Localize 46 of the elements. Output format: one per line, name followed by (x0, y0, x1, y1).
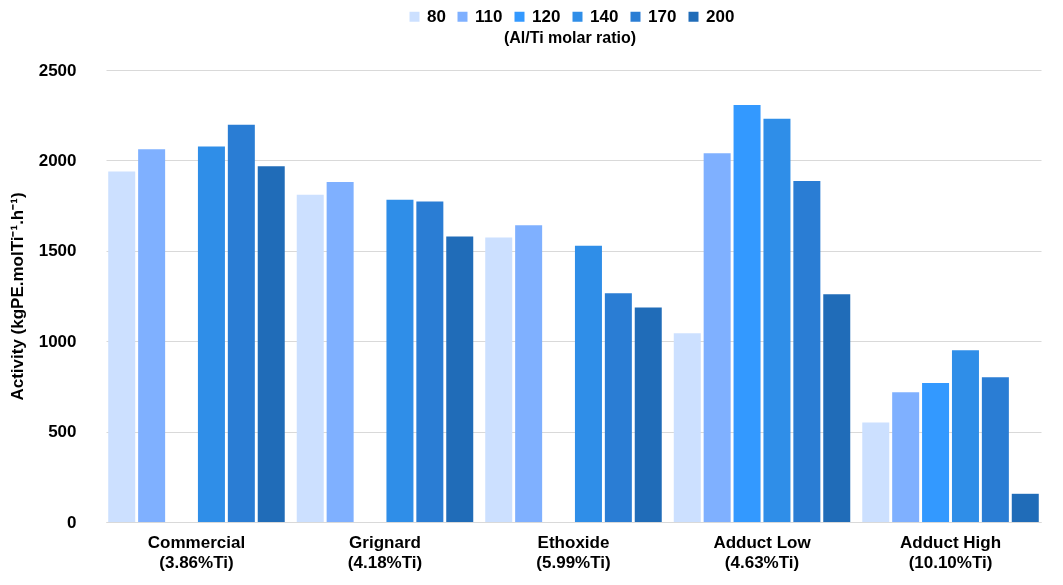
legend-title: (Al/Ti molar ratio) (503, 29, 637, 46)
bar (574, 245, 602, 522)
y-axis-title: Activity (kgPE.molTi⁻¹.h⁻¹) (7, 192, 27, 401)
y-tick-label: 500 (48, 422, 77, 442)
bar (416, 201, 444, 522)
legend-label: 140 (590, 6, 619, 26)
bar (296, 194, 324, 522)
bar (793, 181, 821, 522)
legend-label: 80 (427, 6, 446, 26)
x-tick-label: Commercial (3.86%Ti) (147, 532, 246, 572)
legend-label: 120 (532, 6, 561, 26)
bar (673, 333, 701, 522)
bar (862, 422, 890, 522)
bar (733, 105, 761, 522)
x-tick-label: Adduct High (10.10%Ti) (899, 532, 1002, 572)
y-tick-label: 2000 (38, 150, 77, 170)
bar (922, 382, 950, 522)
y-tick-label: 1000 (38, 331, 77, 351)
bar (951, 350, 979, 522)
bar (485, 237, 513, 522)
bar (138, 149, 166, 522)
bar (515, 225, 543, 522)
bar (763, 118, 791, 522)
bar (257, 166, 285, 522)
bar (981, 377, 1009, 522)
x-tick-label: Grignard (4.18%Ti) (347, 532, 423, 572)
x-tick-label: Adduct Low (4.63%Ti) (713, 532, 812, 572)
bar (386, 199, 414, 522)
bar (604, 293, 632, 522)
bar (892, 392, 920, 522)
y-tick-label: 1500 (38, 241, 77, 261)
bar (634, 307, 662, 522)
y-tick-label: 2500 (38, 60, 77, 80)
bar (823, 294, 851, 522)
x-tick-label: Ethoxide (5.99%Ti) (536, 532, 611, 572)
bar (108, 171, 136, 522)
bar (1011, 493, 1039, 522)
legend-label: 170 (648, 6, 677, 26)
y-tick-label: 0 (67, 512, 77, 532)
bar (197, 146, 225, 522)
bar (703, 153, 731, 522)
bar (446, 236, 474, 522)
bar (326, 182, 354, 522)
bar (227, 124, 255, 522)
legend-label: 110 (475, 6, 503, 26)
legend-label: 200 (706, 6, 735, 26)
